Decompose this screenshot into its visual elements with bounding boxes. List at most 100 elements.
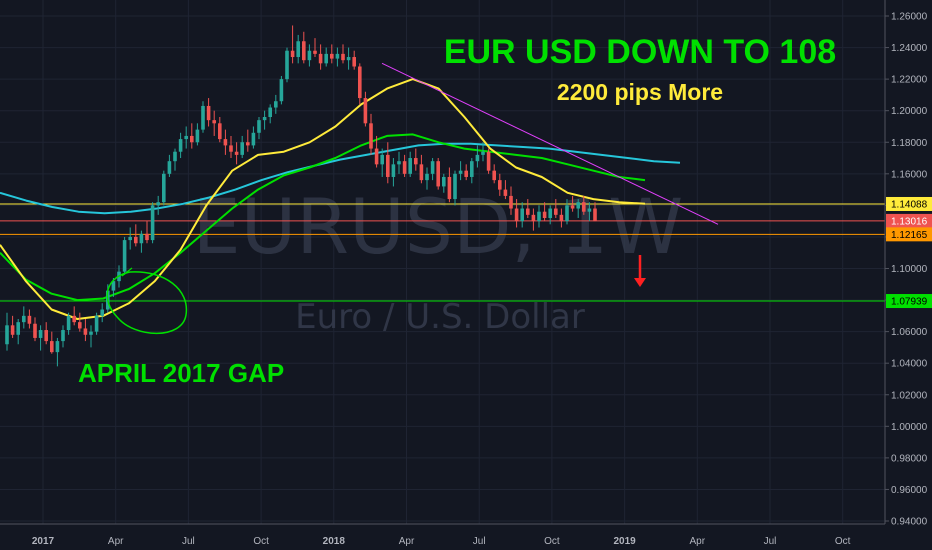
candle-body	[548, 208, 552, 218]
candlestick-series	[5, 25, 597, 367]
drawings	[106, 62, 719, 335]
candle-body	[363, 98, 368, 124]
candle-body	[419, 164, 424, 181]
candle-body	[5, 325, 9, 345]
candle-body	[206, 105, 211, 121]
price-axis-label: 1.06000	[891, 327, 928, 338]
candle-body	[341, 53, 345, 61]
price-axis-label: 1.04000	[891, 359, 928, 370]
time-axis-label: Oct	[253, 536, 269, 547]
price-axis-label: 1.16000	[891, 169, 928, 180]
candle-body	[335, 53, 340, 59]
candle-body	[430, 161, 435, 174]
time-axis-label: 2019	[613, 536, 636, 547]
candle-body	[542, 211, 547, 218]
candle-body	[27, 315, 32, 324]
candle-body	[50, 341, 54, 353]
price-axis-label: 0.98000	[891, 453, 928, 464]
candle-body	[302, 41, 306, 61]
candle-body	[223, 139, 228, 146]
candle-body	[554, 208, 558, 215]
time-axis-label: Jul	[182, 536, 195, 547]
candle-body	[55, 341, 60, 353]
candle-body	[251, 132, 256, 146]
price-axis-label: 1.20000	[891, 106, 928, 117]
candle-body	[162, 173, 166, 203]
candle-body	[285, 50, 289, 80]
moving-average-line	[0, 78, 646, 320]
time-axis-label: Jul	[473, 536, 486, 547]
pips-annotation: 2200 pips More	[557, 79, 723, 105]
candle-body	[10, 325, 15, 335]
time-axis[interactable]: 2017 Apr Jul Oct 2018 Apr Jul Oct 2019 Apr Jul Oct	[0, 523, 885, 547]
candle-body	[570, 205, 575, 209]
candle-body	[268, 107, 272, 117]
time-axis-label: 2018	[323, 536, 346, 547]
gap-ellipse	[106, 271, 188, 335]
candle-body	[307, 50, 312, 61]
candle-body	[201, 105, 205, 130]
candle-body	[72, 315, 76, 323]
candle-body	[346, 57, 351, 61]
candle-body	[537, 211, 541, 222]
candle-body	[61, 330, 65, 342]
candle-body	[402, 161, 407, 174]
candle-body	[318, 53, 323, 64]
candle-body	[587, 208, 592, 212]
candle-body	[274, 101, 278, 108]
price-labels: 1.14088 1.13016 1.12165 1.07939	[886, 196, 932, 309]
price-axis[interactable]: 1.26000 1.24000 1.22000 1.20000 1.18000 1.160…	[884, 0, 928, 528]
candle-body	[369, 123, 373, 149]
candle-body	[229, 145, 233, 152]
candle-body	[391, 164, 396, 177]
candle-body	[593, 208, 597, 222]
candle-body	[386, 154, 390, 177]
candle-body	[503, 189, 508, 196]
candle-body	[279, 79, 284, 102]
watermark: EURUSD, 1W Euro / U.S. Dollar	[193, 182, 684, 337]
candle-body	[150, 205, 155, 241]
candle-body	[234, 151, 239, 155]
time-axis-label: Apr	[108, 536, 124, 547]
time-axis-label: Apr	[399, 536, 415, 547]
price-label-badge	[886, 213, 932, 228]
price-label-text: 1.07939	[891, 297, 928, 308]
candle-body	[38, 330, 43, 338]
candle-body	[509, 195, 513, 209]
candle-body	[134, 236, 138, 244]
candle-body	[212, 120, 216, 124]
price-label-badge	[886, 196, 932, 211]
candle-body	[89, 331, 93, 335]
candle-body	[178, 139, 183, 152]
time-axis-label: Apr	[690, 536, 706, 547]
trendline	[381, 62, 719, 225]
candle-body	[257, 120, 261, 133]
candle-body	[78, 322, 82, 329]
price-axis-label: 1.18000	[891, 138, 928, 149]
candle-body	[22, 315, 26, 323]
candle-body	[464, 170, 468, 177]
candle-body	[184, 135, 188, 140]
candle-body	[380, 154, 384, 165]
candle-body	[16, 322, 20, 335]
candle-body	[324, 53, 328, 64]
price-axis-label: 1.10000	[891, 264, 928, 275]
candle-body	[296, 41, 300, 58]
candle-body	[145, 233, 149, 241]
candle-body	[167, 161, 172, 174]
candle-body	[453, 173, 457, 200]
headline-annotation: EUR USD DOWN TO 108	[444, 33, 836, 71]
candle-body	[559, 214, 564, 222]
price-axis-label: 1.22000	[891, 75, 928, 86]
candle-body	[436, 161, 440, 187]
candle-body	[33, 323, 37, 338]
candle-body	[100, 309, 104, 316]
candle-body	[397, 161, 401, 165]
down-arrow-head	[634, 278, 646, 287]
gap-annotation: APRIL 2017 GAP	[78, 358, 284, 388]
candle-body	[83, 328, 88, 335]
candle-body	[246, 142, 250, 146]
candle-body	[262, 117, 267, 121]
